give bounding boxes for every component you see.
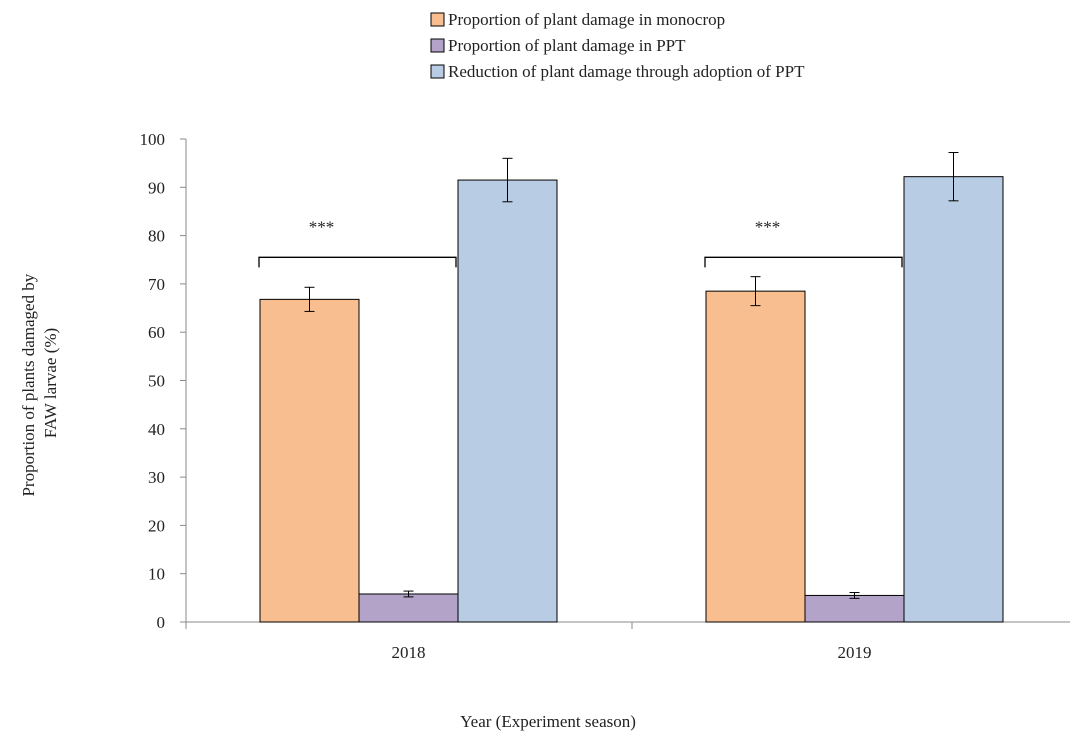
legend-swatch-1	[430, 38, 445, 53]
legend: Proportion of plant damage in monocrop Pr…	[430, 10, 805, 81]
significance-bracket-2018	[258, 256, 457, 268]
y-tick-label-0: 0	[157, 613, 166, 632]
y-tick-label-100: 100	[140, 130, 166, 149]
significance-label-2018: ***	[309, 217, 335, 236]
bar-2018-series-0	[259, 298, 360, 623]
bar-2019-series-0	[705, 290, 806, 623]
y-tick-label-80: 80	[148, 227, 165, 246]
y-tick-label-60: 60	[148, 323, 165, 342]
y-tick-label-10: 10	[148, 565, 165, 584]
y-axis-label-line-2: FAW larvae (%)	[41, 328, 60, 438]
significance-label-2019: ***	[755, 217, 781, 236]
legend-swatch-0	[430, 12, 445, 27]
significance-bracket-2019	[704, 256, 903, 268]
x-axis-label: Year (Experiment season)	[460, 712, 636, 731]
x-axis: 2018 2019	[185, 621, 1070, 662]
y-axis-label-line-1: Proportion of plants damaged by	[19, 273, 38, 496]
y-tick-label-70: 70	[148, 275, 165, 294]
y-tick-label-20: 20	[148, 516, 165, 535]
legend-label-0: Proportion of plant damage in monocrop	[448, 10, 725, 29]
y-tick-label-30: 30	[148, 468, 165, 487]
bar-2019-series-1	[804, 594, 905, 623]
y-tick-label-50: 50	[148, 372, 165, 391]
legend-label-1: Proportion of plant damage in PPT	[448, 36, 686, 55]
legend-label-2: Reduction of plant damage through adopti…	[448, 62, 805, 81]
legend-swatch-2	[430, 64, 445, 79]
y-axis: 0 10 20 30 40 50 60 70 80 90 100	[140, 130, 187, 632]
y-axis-label: Proportion of plants damaged by FAW larv…	[19, 269, 60, 496]
x-tick-label-2018: 2018	[392, 643, 426, 662]
bar-2019-series-2	[903, 176, 1004, 623]
bar-2018-series-1	[358, 593, 459, 623]
significance-annotations: *** ***	[258, 217, 903, 268]
bar-2018-series-2	[457, 179, 558, 623]
y-tick-label-90: 90	[148, 178, 165, 197]
y-tick-label-40: 40	[148, 420, 165, 439]
x-tick-label-2019: 2019	[838, 643, 872, 662]
bars	[259, 152, 1004, 623]
